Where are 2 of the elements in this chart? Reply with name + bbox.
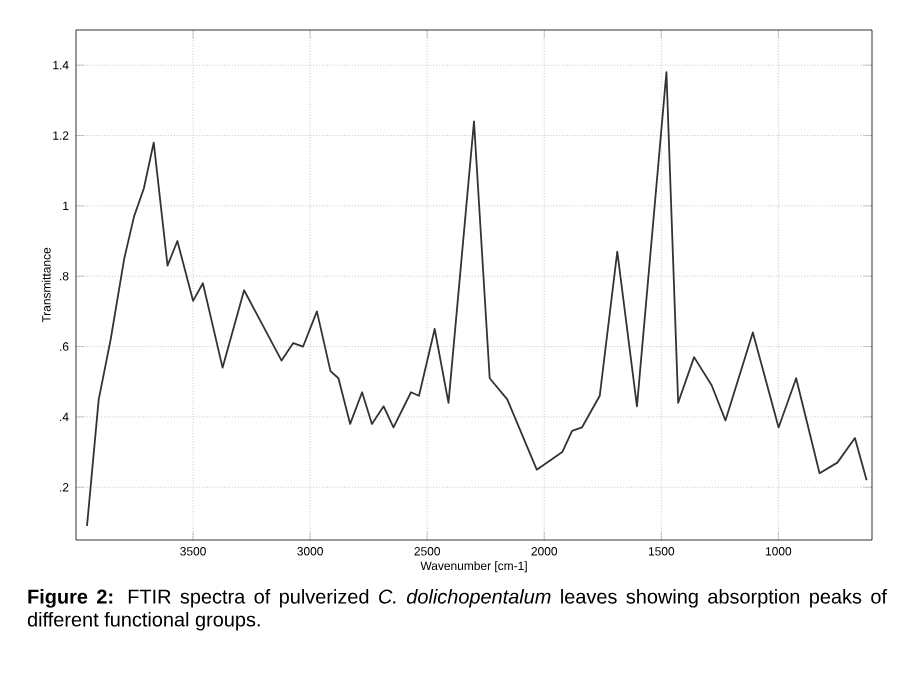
text: Figure 2: FTIR spectra of pulverized C. dolichopentalum leaves showing absorption peaks of different functional groups. [27,589,887,631]
line-series [86,71,868,527]
